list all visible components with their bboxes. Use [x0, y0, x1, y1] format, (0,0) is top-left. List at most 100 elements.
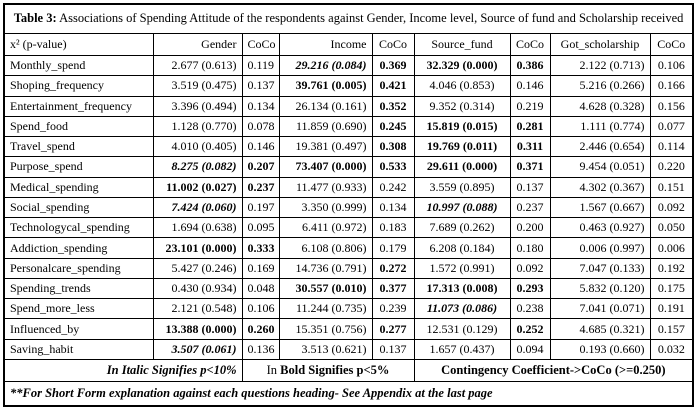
income-cell: 11.477 (0.933): [278, 176, 373, 198]
row-label: Monthly_spend: [3, 54, 154, 77]
source-fund-cell: 17.313 (0.008): [413, 277, 511, 300]
coco-scholarship-cell: 0.157: [649, 318, 694, 340]
italic-legend: In Italic Signifies p<10%: [3, 359, 243, 382]
coco-gender-cell: 0.137: [241, 75, 280, 97]
income-cell: 19.381 (0.497): [278, 136, 373, 158]
source-fund-cell: 15.819 (0.015): [413, 115, 511, 138]
coco-gender-cell: 0.119: [241, 54, 280, 77]
legend-row: In Italic Signifies p<10% In Bold Signif…: [3, 359, 694, 382]
coco-income-cell: 0.533: [371, 156, 415, 178]
source-fund-cell: 19.769 (0.011): [413, 136, 511, 158]
coco-gender-cell: 0.146: [241, 136, 280, 158]
source-fund-cell: 9.352 (0.314): [413, 95, 511, 117]
bold-legend: In Bold Signifies p<5%: [241, 359, 415, 382]
coco-scholarship-cell: 0.166: [649, 75, 694, 97]
table-row: Monthly_spend 2.677 (0.613) 0.119 29.216 (0…: [3, 54, 694, 77]
table-header-row: x² (p-value) Gender CoCo Income CoCo Sou…: [3, 33, 694, 56]
source-fund-cell: 4.046 (0.853): [413, 75, 511, 97]
income-cell: 11.244 (0.735): [278, 298, 373, 320]
table-row: Shoping_frequency 3.519 (0.475) 0.137 39.76…: [3, 75, 694, 97]
coco-gender-cell: 0.197: [241, 196, 280, 219]
table-number-label: Table 3:: [13, 11, 57, 26]
coco-gender-cell: 0.333: [241, 237, 280, 259]
coco-gender-cell: 0.095: [241, 217, 280, 239]
coco-scholarship-cell: 0.106: [649, 54, 694, 77]
coco-gender-cell: 0.136: [241, 338, 280, 361]
table-row: Entertainment_frequency 3.396 (0.494) 0.13…: [3, 95, 694, 117]
source-fund-cell: 3.559 (0.895): [413, 176, 511, 198]
coco-income-cell: 0.245: [371, 115, 415, 138]
source-fund-cell: 1.657 (0.437): [413, 338, 511, 361]
footnote-row: **For Short Form explanation against eac…: [3, 381, 694, 407]
got-scholarship-cell: 4.302 (0.367): [549, 176, 651, 198]
source-fund-cell: 7.689 (0.262): [413, 217, 511, 239]
row-label: Social_spending: [3, 196, 154, 219]
got-scholarship-cell: 2.446 (0.654): [549, 136, 651, 158]
coco-source-cell: 0.311: [509, 136, 551, 158]
coco-scholarship-cell: 0.092: [649, 196, 694, 219]
table-body: Monthly_spend 2.677 (0.613) 0.119 29.216 (0…: [3, 54, 694, 361]
coco-scholarship-cell: 0.220: [649, 156, 694, 178]
column-header-source-fund: Source_fund: [413, 33, 511, 56]
got-scholarship-cell: 7.047 (0.133): [549, 257, 651, 279]
coco-source-cell: 0.371: [509, 156, 551, 178]
source-fund-cell: 32.329 (0.000): [413, 54, 511, 77]
gender-cell: 7.424 (0.060): [152, 196, 243, 219]
gender-cell: 13.388 (0.000): [152, 318, 243, 340]
got-scholarship-cell: 4.628 (0.328): [549, 95, 651, 117]
column-header-income: Income: [278, 33, 373, 56]
coco-income-cell: 0.179: [371, 237, 415, 259]
coco-source-cell: 0.200: [509, 217, 551, 239]
coco-gender-cell: 0.207: [241, 156, 280, 178]
coco-income-cell: 0.377: [371, 277, 415, 300]
table-row: Medical_spending 11.002 (0.027) 0.237 11.47…: [3, 176, 694, 198]
gender-cell: 23.101 (0.000): [152, 237, 243, 259]
table-row: Social_spending 7.424 (0.060) 0.197 3.350 (…: [3, 196, 694, 219]
coco-source-cell: 0.238: [509, 298, 551, 320]
coco-source-cell: 0.293: [509, 277, 551, 300]
got-scholarship-cell: 7.041 (0.071): [549, 298, 651, 320]
coco-income-cell: 0.308: [371, 136, 415, 158]
coco-scholarship-cell: 0.175: [649, 277, 694, 300]
table-row: Spend_more_less 2.121 (0.548) 0.106 11.244 …: [3, 298, 694, 320]
table-row: Influenced_by 13.388 (0.000) 0.260 15.351 (…: [3, 318, 694, 340]
spending-attitude-association-table: Table 3: Associations of Spending Attitu…: [3, 3, 695, 407]
coco-scholarship-cell: 0.050: [649, 217, 694, 239]
got-scholarship-cell: 5.832 (0.120): [549, 277, 651, 300]
column-header-statistic: x² (p-value): [3, 33, 154, 56]
gender-cell: 1.128 (0.770): [152, 115, 243, 138]
table-row: Spend_food 1.128 (0.770) 0.078 11.859 (0.69…: [3, 115, 694, 138]
row-label: Purpose_spend: [3, 156, 154, 178]
gender-cell: 2.677 (0.613): [152, 54, 243, 77]
row-label: Technologycal_spending: [3, 217, 154, 239]
source-fund-cell: 10.997 (0.088): [413, 196, 511, 219]
coco-scholarship-cell: 0.156: [649, 95, 694, 117]
table-row: Addiction_spending 23.101 (0.000) 0.333 6.1…: [3, 237, 694, 259]
coco-scholarship-cell: 0.006: [649, 237, 694, 259]
gender-cell: 3.396 (0.494): [152, 95, 243, 117]
got-scholarship-cell: 1.111 (0.774): [549, 115, 651, 138]
coco-gender-cell: 0.106: [241, 298, 280, 320]
coco-income-cell: 0.421: [371, 75, 415, 97]
table-row: Spending_trends 0.430 (0.934) 0.048 30.557 …: [3, 277, 694, 300]
got-scholarship-cell: 1.567 (0.667): [549, 196, 651, 219]
row-label: Shoping_frequency: [3, 75, 154, 97]
income-cell: 3.350 (0.999): [278, 196, 373, 219]
row-label: Spend_food: [3, 115, 154, 138]
gender-cell: 0.430 (0.934): [152, 277, 243, 300]
source-fund-cell: 6.208 (0.184): [413, 237, 511, 259]
row-label: Addiction_spending: [3, 237, 154, 259]
table-row: Purpose_spend 8.275 (0.082) 0.207 73.407 (0…: [3, 156, 694, 178]
coco-income-cell: 0.352: [371, 95, 415, 117]
row-label: Spend_more_less: [3, 298, 154, 320]
income-cell: 73.407 (0.000): [278, 156, 373, 178]
source-fund-cell: 1.572 (0.991): [413, 257, 511, 279]
income-cell: 39.761 (0.005): [278, 75, 373, 97]
coco-gender-cell: 0.169: [241, 257, 280, 279]
gender-cell: 8.275 (0.082): [152, 156, 243, 178]
column-header-coco-source: CoCo: [509, 33, 551, 56]
table-row: Travel_spend 4.010 (0.405) 0.146 19.381 (0.…: [3, 136, 694, 158]
coco-legend: Contingency Coefficient->CoCo (>=0.250): [413, 359, 694, 382]
coco-income-cell: 0.272: [371, 257, 415, 279]
coco-scholarship-cell: 0.114: [649, 136, 694, 158]
